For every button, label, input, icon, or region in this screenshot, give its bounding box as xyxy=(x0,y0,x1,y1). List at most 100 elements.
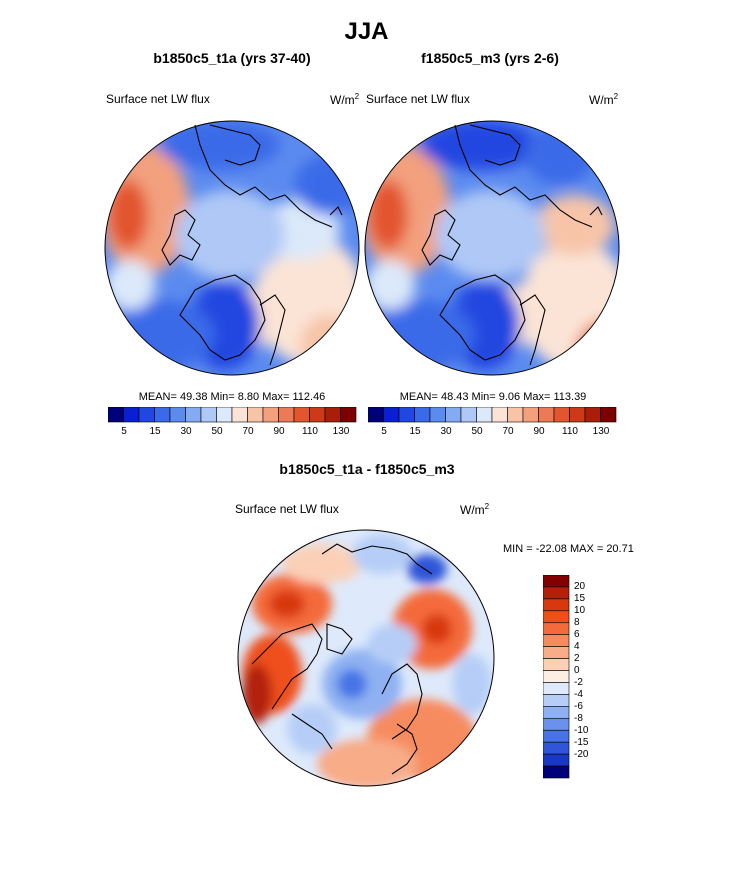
diff-tick-label: 6 xyxy=(574,629,580,640)
diff-tick-label: -20 xyxy=(574,749,589,760)
panel-1-stats: MEAN= 49.38 Min= 8.80 Max= 112.46 xyxy=(138,391,326,403)
diff-tick-label: 8 xyxy=(574,617,580,628)
colorbar-swatch xyxy=(543,586,570,600)
colorbar-swatch xyxy=(543,765,570,779)
panel-1-tick-label: 15 xyxy=(149,426,161,437)
diff-tick-label: 2 xyxy=(574,653,580,664)
diff-tick-label: 0 xyxy=(574,665,580,676)
diff-tick-label: 15 xyxy=(574,593,586,604)
colorbar-swatch xyxy=(340,407,357,423)
panel-1-coastlines xyxy=(161,124,343,366)
colorbar-swatch xyxy=(216,407,233,423)
colorbar-swatch xyxy=(543,622,570,636)
diff-colorbar xyxy=(543,575,570,779)
colorbar-swatch xyxy=(278,407,295,423)
panel-2-units-label: W/m2 xyxy=(589,92,619,107)
colorbar-swatch xyxy=(543,610,570,624)
panel-1-tick-label: 30 xyxy=(180,426,192,437)
diff-tick-label: 10 xyxy=(574,605,586,616)
colorbar-swatch xyxy=(538,407,555,423)
colorbar-swatch xyxy=(543,670,570,683)
colorbar-swatch xyxy=(569,407,586,423)
colorbar-swatch xyxy=(522,407,539,423)
colorbar-swatch xyxy=(262,407,279,423)
panel-2-tick-label: 90 xyxy=(533,426,545,437)
diff-tick-label: -4 xyxy=(574,689,583,700)
panel-2-colorbar xyxy=(368,407,617,423)
colorbar-swatch xyxy=(123,407,140,423)
diff-panel-border xyxy=(237,529,495,787)
colorbar-swatch xyxy=(543,575,570,588)
panel-2-tick-label: 15 xyxy=(409,426,421,437)
figure-title: JJA xyxy=(344,18,389,45)
panel-2-border xyxy=(364,120,620,376)
colorbar-swatch xyxy=(543,753,570,767)
panel-1-tick-label: 70 xyxy=(242,426,254,437)
panel-2-tick-label: 30 xyxy=(440,426,452,437)
colorbar-swatch xyxy=(293,407,310,423)
colorbar-swatch xyxy=(398,407,415,423)
colorbar-swatch xyxy=(600,407,617,423)
diff-panel-units-label: W/m2 xyxy=(460,502,490,517)
colorbar-swatch xyxy=(543,646,570,659)
panel-1-colorbar xyxy=(108,407,357,423)
panel-1-tick-label: 110 xyxy=(302,426,318,437)
diff-tick-label: -8 xyxy=(574,713,583,724)
colorbar-swatch xyxy=(543,682,570,695)
panel-1-tick-label: 130 xyxy=(332,426,350,437)
colorbar-swatch xyxy=(108,407,124,423)
diff-panel-stats: MIN = -22.08 MAX = 20.71 xyxy=(503,543,634,555)
colorbar-swatch xyxy=(368,407,384,423)
panel-1-tick-label: 50 xyxy=(211,426,223,437)
panel-1-tick-label: 90 xyxy=(273,426,285,437)
panel-2-map xyxy=(364,120,620,376)
colorbar-swatch xyxy=(543,634,570,647)
colorbar-swatch xyxy=(507,407,524,423)
colorbar-swatch xyxy=(231,407,248,423)
diff-panel-title: b1850c5_t1a - f1850c5_m3 xyxy=(279,461,455,477)
colorbar-swatch xyxy=(383,407,400,423)
colorbar-swatch xyxy=(543,729,570,743)
colorbar-swatch xyxy=(553,407,570,423)
panel-1-title: b1850c5_t1a (yrs 37-40) xyxy=(153,50,311,66)
colorbar-swatch xyxy=(414,407,431,423)
panel-1-border xyxy=(104,120,360,376)
diff-tick-label: 4 xyxy=(574,641,580,652)
colorbar-swatch xyxy=(324,407,341,423)
panel-2-tick-label: 5 xyxy=(381,426,387,437)
diff-tick-label: -10 xyxy=(574,725,589,736)
colorbar-swatch xyxy=(460,407,477,423)
colorbar-swatch xyxy=(543,717,570,731)
panel-2-tick-label: 110 xyxy=(562,426,578,437)
diff-panel-coastlines xyxy=(251,543,433,775)
panel-1-map xyxy=(104,120,360,376)
colorbar-swatch xyxy=(543,706,570,719)
colorbar-swatch xyxy=(429,407,446,423)
panel-2-variable-label: Surface net LW flux xyxy=(366,92,470,106)
colorbar-swatch xyxy=(543,741,570,755)
panel-2-title: f1850c5_m3 (yrs 2-6) xyxy=(421,50,559,66)
colorbar-swatch xyxy=(543,658,570,671)
diff-panel-map xyxy=(237,529,495,787)
panel-2-tick-label: 50 xyxy=(471,426,483,437)
diff-panel-variable-label: Surface net LW flux xyxy=(235,502,339,516)
diff-tick-label: -2 xyxy=(574,677,583,688)
diff-tick-label: 20 xyxy=(574,581,586,592)
colorbar-swatch xyxy=(543,694,570,707)
colorbar-swatch xyxy=(169,407,186,423)
colorbar-swatch xyxy=(445,407,462,423)
panel-2-stats: MEAN= 48.43 Min= 9.06 Max= 113.39 xyxy=(399,391,587,403)
colorbar-swatch xyxy=(584,407,601,423)
panel-1-tick-label: 5 xyxy=(121,426,127,437)
colorbar-swatch xyxy=(200,407,217,423)
colorbar-swatch xyxy=(309,407,326,423)
panel-2-tick-label: 70 xyxy=(502,426,514,437)
diff-tick-label: -6 xyxy=(574,701,583,712)
colorbar-swatch xyxy=(138,407,155,423)
panel-2-coastlines xyxy=(421,124,603,366)
colorbar-swatch xyxy=(185,407,202,423)
colorbar-swatch xyxy=(154,407,171,423)
colorbar-swatch xyxy=(491,407,508,423)
panel-2-tick-label: 130 xyxy=(592,426,610,437)
panel-1-units-label: W/m2 xyxy=(330,92,360,107)
